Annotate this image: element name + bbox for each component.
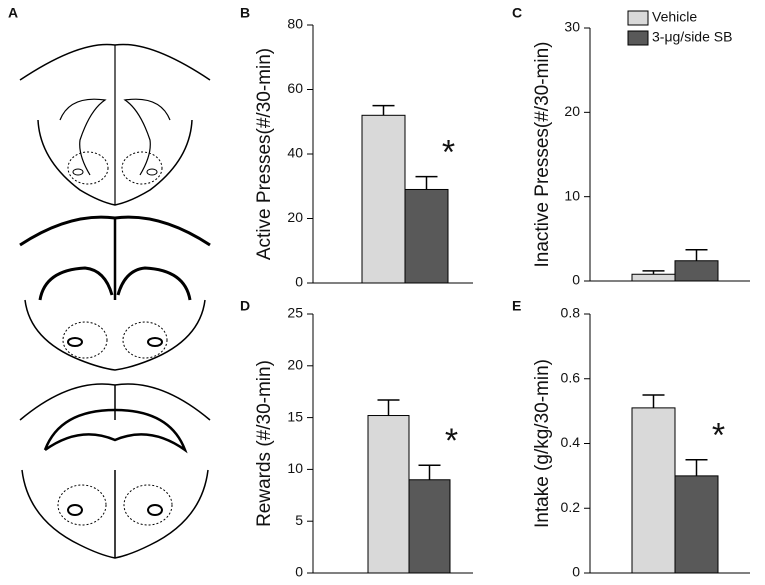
y-tick-label: 0.6	[561, 369, 581, 385]
y-tick-label: 30	[564, 19, 580, 35]
y-tick-label: 15	[287, 408, 303, 424]
y-axis-label: Active Presses(#/30-min)	[254, 48, 275, 260]
y-tick-label: 25	[287, 305, 303, 321]
y-tick-label: 0	[295, 564, 303, 580]
legend-swatch	[627, 10, 649, 26]
panel-label: A	[8, 5, 18, 21]
legend-label: Vehicle	[652, 9, 697, 25]
y-tick-label: 0	[295, 274, 303, 290]
y-tick-label: 0.4	[561, 434, 581, 450]
legend-swatch	[627, 30, 649, 46]
significance-marker: *	[712, 417, 725, 455]
legend-label: 3-μg/side SB	[652, 29, 732, 45]
bar	[367, 415, 410, 574]
y-tick-label: 60	[287, 80, 303, 96]
panel-label: C	[512, 5, 522, 21]
y-tick-label: 40	[287, 145, 303, 161]
y-tick-label: 0.2	[561, 499, 581, 515]
panel-label: D	[240, 298, 250, 314]
bar	[408, 479, 451, 574]
y-tick-label: 20	[287, 209, 303, 225]
y-tick-label: 10	[287, 460, 303, 476]
brain-section	[19, 215, 211, 371]
y-tick-label: 0	[572, 272, 580, 288]
bar	[404, 188, 449, 284]
brain-section	[19, 43, 211, 206]
y-tick-label: 80	[287, 16, 303, 32]
significance-marker: *	[445, 422, 458, 460]
y-tick-label: 5	[295, 512, 303, 528]
y-axis-label: Intake (g/kg/30-min)	[532, 359, 553, 528]
panel-label: E	[512, 298, 521, 314]
bar	[674, 260, 719, 282]
brain-section	[19, 383, 211, 559]
bar	[674, 475, 719, 574]
y-tick-label: 20	[564, 103, 580, 119]
y-tick-label: 10	[564, 187, 580, 203]
bar	[361, 114, 406, 284]
panel-label: B	[240, 5, 250, 21]
y-tick-label: 0	[572, 564, 580, 580]
significance-marker: *	[442, 134, 455, 172]
y-tick-label: 20	[287, 357, 303, 373]
y-tick-label: 0.8	[561, 305, 581, 321]
bar	[631, 407, 676, 574]
y-axis-label: Inactive Presses(#/30-min)	[532, 42, 553, 268]
bar	[631, 273, 676, 282]
brain-sections	[19, 43, 211, 559]
y-axis-label: Rewards (#/30-min)	[254, 360, 275, 527]
